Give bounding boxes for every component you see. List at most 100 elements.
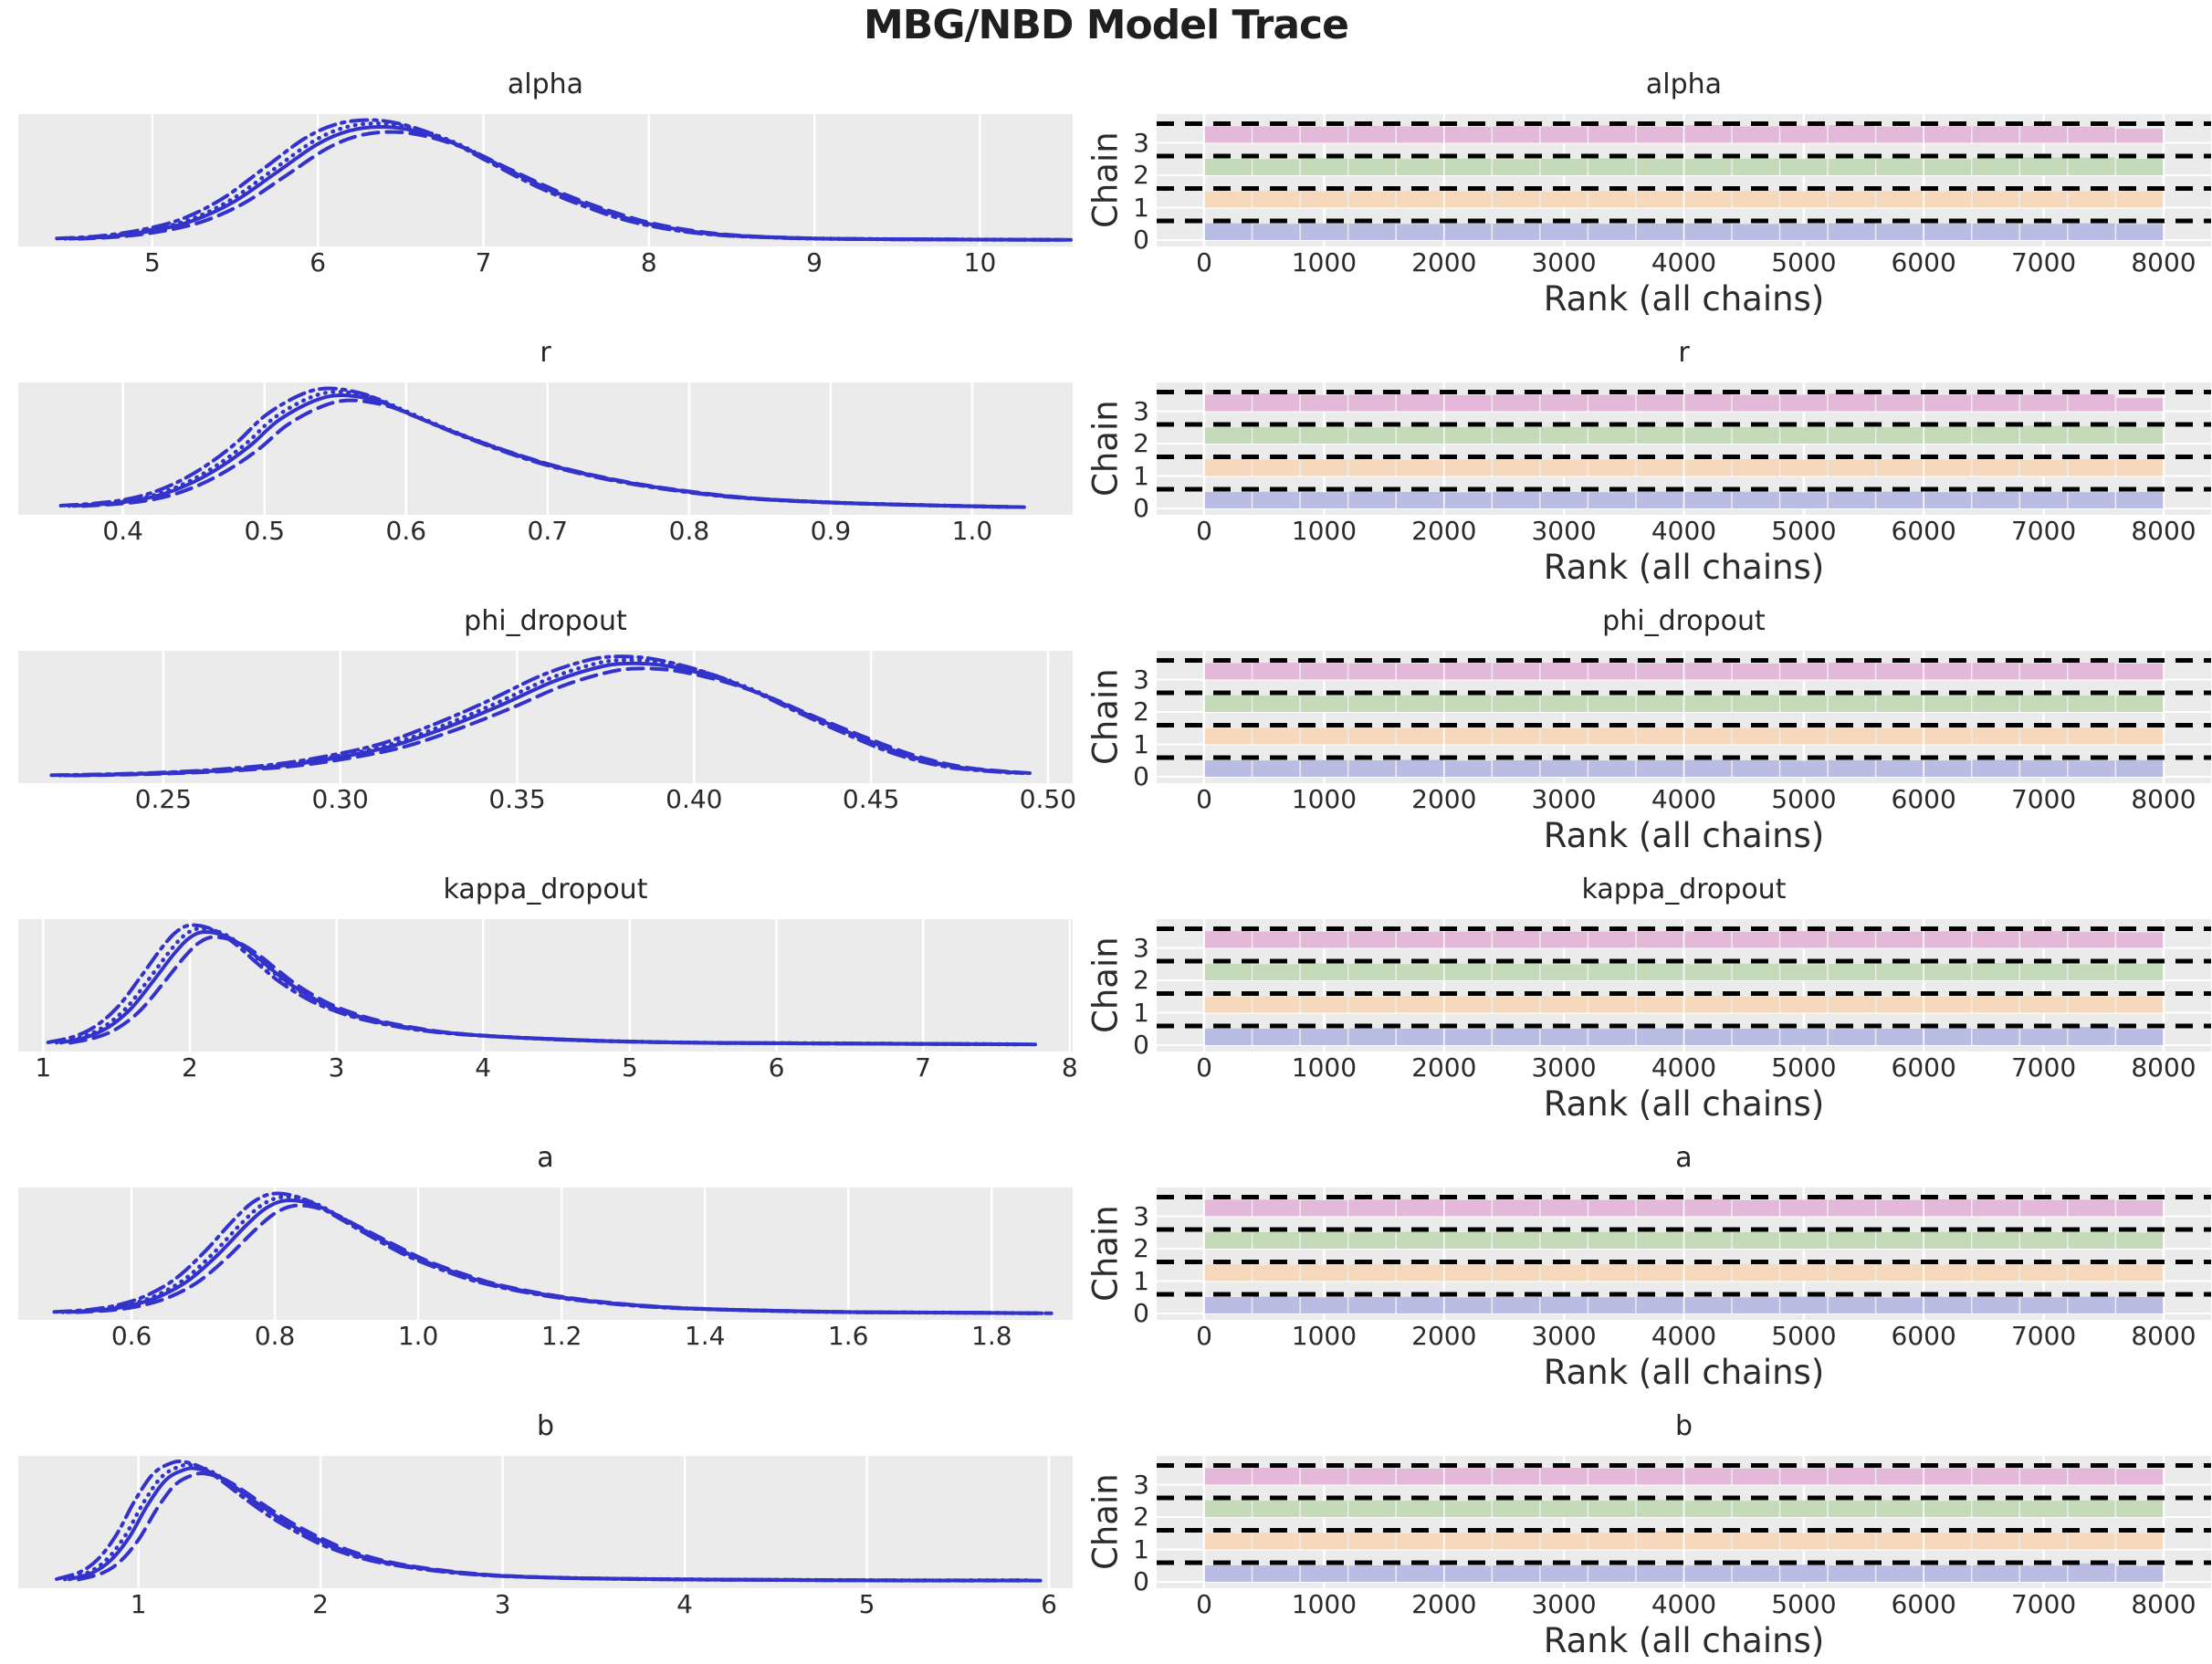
rank-bars-chain-1 [1204,1531,2164,1550]
rank-bars-chain-2 [1204,695,2164,712]
x-tick-label: 0.8 [668,516,710,546]
x-tick-label: 7000 [2010,1589,2077,1619]
x-tick-label: 6 [309,247,327,277]
x-tick-label: 5000 [1771,1052,1837,1083]
x-axis-ticks: 0 1000 2000 3000 4000 5000 6000 7000 8000 [1157,1322,2211,1355]
rank-bars-chain-0 [1204,1563,2164,1582]
x-tick-label: 1000 [1291,1052,1358,1083]
x-axis-label: Rank (all chains) [1543,1084,1825,1124]
x-tick-label: 8000 [2131,784,2196,814]
x-tick-label: 2000 [1411,784,1477,814]
plot-title: r [1678,337,1690,369]
rank-bars-chain-3 [1204,1468,2164,1485]
plot-title: phi_dropout [464,605,627,637]
x-tick-label: 3000 [1531,247,1597,277]
x-axis-ticks: 0 1000 2000 3000 4000 5000 6000 7000 8000 [1157,248,2211,281]
x-tick-label: 7000 [2010,247,2077,277]
x-tick-label: 7000 [2010,516,2077,546]
x-tick-label: 8000 [2131,516,2196,546]
x-axis-label: Rank (all chains) [1543,816,1825,855]
rank-bars-chain-1 [1204,191,2164,208]
x-tick-label: 8000 [2131,1321,2196,1351]
x-tick-label: 1.4 [684,1321,726,1351]
rank-plot [1157,919,2211,1052]
x-tick-label: 5000 [1771,247,1837,277]
rank-bars-chain-0 [1204,1027,2164,1045]
x-tick-label: 0.8 [254,1321,296,1351]
x-tick-label: 1.6 [827,1321,869,1351]
y-tick-label: 0 [1133,1030,1149,1060]
y-tick-label: 1 [1133,460,1149,491]
x-tick-label: 8 [640,247,657,277]
x-axis-label: Rank (all chains) [1543,279,1825,319]
x-tick-label: 2 [312,1589,330,1619]
x-tick-label: 0.35 [488,784,546,814]
x-tick-label: 2000 [1411,516,1477,546]
x-tick-label: 1000 [1291,784,1358,814]
y-tick-label: 0 [1133,493,1149,523]
trace-row: a 0.6 0.8 1.0 1.2 1.4 1.6 1.8 a Chain 0 1 2 3 0 1000 200… [0,1126,2212,1395]
x-tick-label: 5000 [1771,1589,1837,1619]
plot-title: alpha [507,68,584,100]
plot-title: phi_dropout [1602,605,1766,637]
rank-bars-chain-1 [1204,727,2164,745]
x-tick-label: 2 [181,1052,198,1083]
x-tick-label: 0.6 [110,1321,152,1351]
kde-line-chain-0 [68,124,1065,242]
rank-bars-chain-0 [1204,223,2164,240]
rank-plot [1157,1188,2211,1320]
x-tick-label: 0.4 [102,516,143,546]
x-tick-label: 4000 [1651,784,1717,814]
y-tick-label: 3 [1133,664,1149,695]
x-tick-label: 0.45 [842,784,900,814]
kde-line-chain-0 [62,661,1025,778]
x-tick-label: 5000 [1771,784,1837,814]
y-tick-label: 2 [1133,1502,1149,1532]
x-tick-label: 1 [130,1589,147,1619]
y-tick-label: 2 [1133,965,1149,995]
x-tick-label: 3 [328,1052,345,1083]
y-tick-label: 3 [1133,127,1149,158]
trace-row: kappa_dropout 1 2 3 4 5 6 7 8 kappa_dropout Chain 0… [0,858,2212,1126]
x-tick-label: 6000 [1891,1321,1956,1351]
x-tick-label: 4 [676,1589,694,1619]
x-tick-label: 2000 [1411,1589,1477,1619]
kde-plot [18,1188,1073,1320]
x-axis-ticks: 0.25 0.30 0.35 0.40 0.45 0.50 [18,784,1076,818]
x-axis-label: Rank (all chains) [1543,1353,1825,1392]
kde-plot [18,919,1073,1052]
y-tick-label: 1 [1133,728,1149,759]
rank-bars-chain-2 [1204,425,2164,444]
x-tick-label: 0 [1196,247,1212,277]
x-tick-label: 0.9 [810,516,852,546]
x-axis-ticks: 0.6 0.8 1.0 1.2 1.4 1.6 1.8 [18,1322,1073,1355]
x-axis-label: Rank (all chains) [1543,548,1825,587]
y-tick-label: 1 [1133,997,1149,1028]
x-tick-label: 7 [915,1052,932,1083]
y-tick-label: 2 [1133,1233,1149,1263]
x-axis-ticks: 5 6 7 8 9 10 [18,248,1073,281]
x-tick-label: 4000 [1651,247,1717,277]
kde-line-chain-3 [49,654,1012,778]
x-tick-label: 1000 [1291,247,1358,277]
kde-plot [18,114,1073,246]
x-tick-label: 0 [1196,1321,1212,1351]
rank-plot [1157,651,2211,783]
plot-title: a [537,1142,554,1174]
x-tick-label: 7000 [2010,1321,2077,1351]
rank-bars-chain-2 [1204,1500,2164,1517]
y-tick-label: 3 [1133,932,1149,963]
x-tick-label: 0.25 [134,784,193,814]
x-tick-label: 5 [621,1052,638,1083]
rank-bars-chain-1 [1204,996,2164,1013]
x-tick-label: 2000 [1411,1321,1477,1351]
x-tick-label: 4000 [1651,516,1717,546]
x-axis-label: Rank (all chains) [1543,1621,1825,1660]
x-tick-label: 6000 [1891,1589,1956,1619]
y-tick-label: 0 [1133,1566,1149,1596]
x-tick-label: 0.6 [385,516,427,546]
kde-plot [18,651,1073,783]
plot-title: kappa_dropout [443,874,648,905]
kde-line-chain-0 [65,1198,1044,1315]
y-tick-label: 0 [1133,1298,1149,1328]
